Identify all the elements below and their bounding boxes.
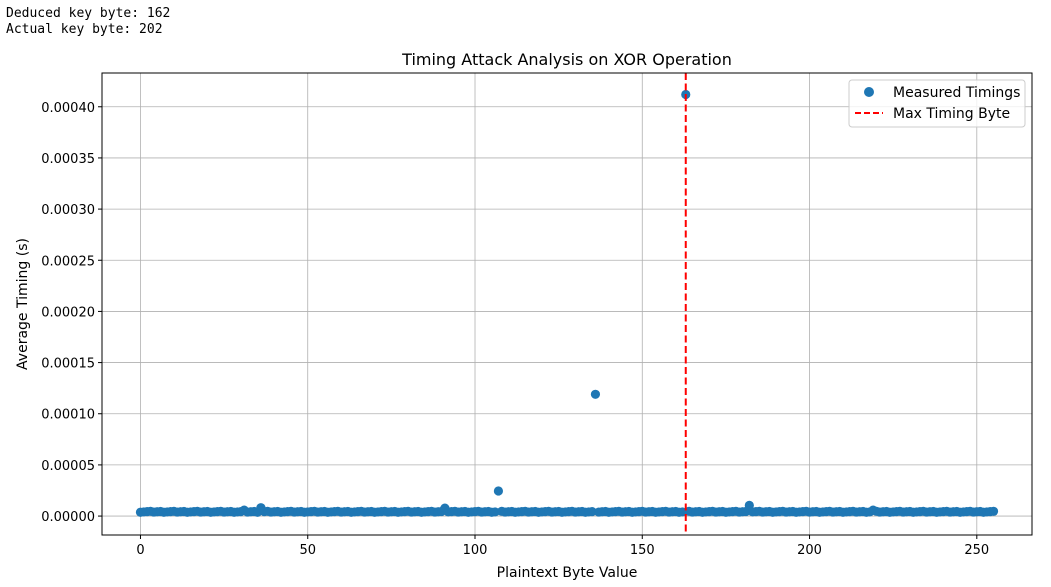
- data-point: [490, 507, 500, 517]
- data-point: [590, 389, 601, 399]
- chart-title: Timing Attack Analysis on XOR Operation: [401, 50, 732, 69]
- data-point: [587, 507, 597, 517]
- console-output: Deduced key byte: 162 Actual key byte: 20…: [6, 6, 170, 38]
- y-tick-label: 0.00025: [41, 254, 95, 269]
- legend-label-measured: Measured Timings: [893, 85, 1020, 101]
- y-tick-label: 0.00040: [41, 101, 95, 116]
- x-tick-label: 50: [299, 543, 316, 558]
- legend-marker-measured: [864, 87, 874, 97]
- grid-lines: [102, 73, 1032, 535]
- data-point: [493, 486, 504, 496]
- data-point: [988, 506, 999, 516]
- data-point: [677, 507, 688, 517]
- y-tick-label: 0.00020: [41, 305, 95, 320]
- y-tick-label: 0.00005: [41, 459, 95, 474]
- legend-label-max: Max Timing Byte: [893, 106, 1010, 122]
- actual-key-line: Actual key byte: 202: [6, 22, 163, 37]
- x-tick-label: 150: [630, 543, 655, 558]
- y-tick-label: 0.00015: [41, 357, 95, 372]
- x-tick-label: 100: [463, 543, 488, 558]
- y-axis-label: Average Timing (s): [15, 238, 31, 370]
- deduced-key-line: Deduced key byte: 162: [6, 6, 171, 21]
- legend: Measured Timings Max Timing Byte: [848, 79, 1026, 128]
- x-tick-label: 200: [797, 543, 822, 558]
- x-axis-label: Plaintext Byte Value: [497, 565, 638, 581]
- y-tick-label: 0.00000: [41, 510, 95, 525]
- data-marks: [135, 73, 999, 535]
- y-tick-label: 0.00010: [41, 408, 95, 423]
- y-tick-label: 0.00035: [41, 152, 95, 167]
- legend-box: [848, 79, 1026, 128]
- plot-frame: [101, 72, 1033, 536]
- axis-ticks: 0 50 100 150 200 250 0.00000 0.00005 0.00010 0.00…: [41, 101, 989, 558]
- y-tick-label: 0.00030: [41, 203, 95, 218]
- x-tick-label: 250: [964, 543, 989, 558]
- x-tick-label: 0: [136, 543, 144, 558]
